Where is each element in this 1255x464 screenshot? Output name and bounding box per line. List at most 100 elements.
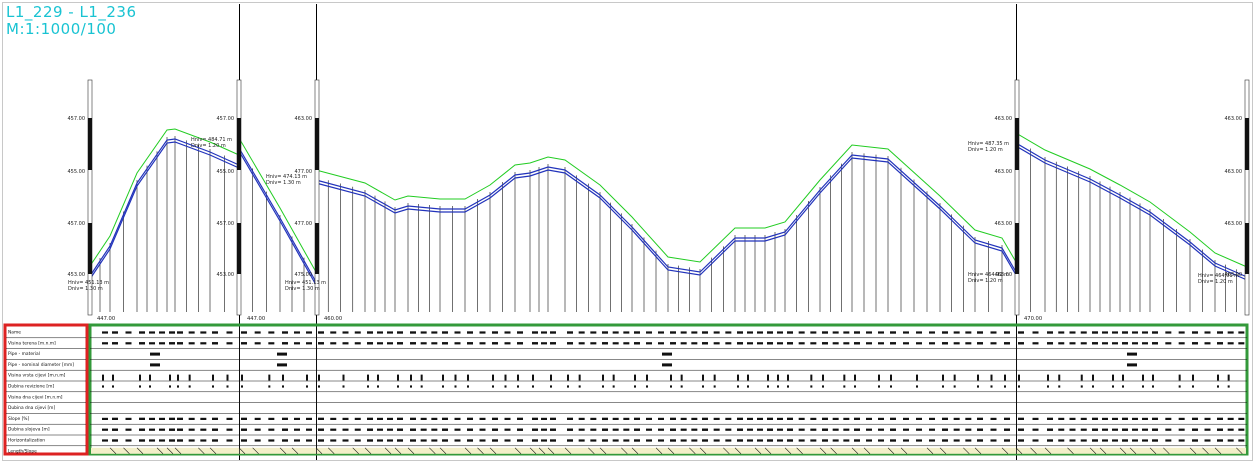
table-cell-mark	[112, 417, 118, 420]
table-cell-mark	[550, 342, 556, 345]
slope-hatch	[352, 447, 359, 455]
scale-bar	[314, 79, 320, 316]
table-cell-mark	[1004, 439, 1010, 442]
table-cell-mark	[990, 385, 993, 388]
table-cell-mark	[822, 428, 828, 431]
table-cell-mark	[1069, 331, 1076, 334]
table-cell-mark	[866, 417, 872, 420]
table-cell-mark	[646, 374, 648, 381]
table-cell-mark	[929, 331, 935, 334]
table-cell-mark	[1092, 385, 1094, 388]
table-cell-mark	[1227, 385, 1230, 388]
table-cell-mark	[532, 439, 538, 442]
table-cell-mark	[1178, 342, 1185, 345]
terrain-line	[315, 144, 1017, 263]
table-cell-mark	[159, 428, 165, 431]
table-data-panel[interactable]	[88, 323, 1249, 456]
row-label: Name	[8, 330, 21, 336]
table-cell-mark	[410, 439, 416, 442]
table-cell-mark	[212, 417, 218, 420]
table-cell-mark	[467, 428, 473, 431]
table-cell-mark	[578, 374, 581, 381]
table-cell-mark	[139, 417, 145, 420]
table-cell-mark	[410, 331, 416, 334]
table-cell-mark	[377, 374, 379, 381]
slope-hatch	[1015, 447, 1023, 455]
table-cell-mark	[1058, 385, 1061, 388]
diameter-mark	[150, 363, 160, 367]
row-label: Visina dna cijevi [m.n.m]	[8, 394, 63, 400]
table-cell-mark	[177, 417, 183, 420]
table-cell-mark	[1004, 417, 1010, 420]
table-cell-mark	[854, 417, 860, 420]
level-annotation: Dniv= 1.20 m	[191, 143, 226, 149]
table-cell-mark	[854, 331, 860, 334]
slope-hatch	[291, 447, 299, 455]
table-cell-mark	[431, 417, 438, 420]
scale-label: 453.00	[68, 272, 86, 278]
table-cell-mark	[680, 439, 687, 442]
slope-hatch	[489, 447, 497, 455]
table-cell-mark	[810, 428, 817, 431]
scale-label: 463.00	[995, 221, 1013, 227]
table-cell-mark	[1204, 342, 1211, 345]
table-cell-mark	[139, 374, 141, 381]
table-cell-mark	[747, 374, 749, 381]
table-cell-mark	[241, 417, 247, 420]
table-cell-mark	[965, 428, 972, 431]
table-cell-mark	[658, 439, 664, 442]
table-cell-mark	[226, 439, 233, 442]
table-cell-mark	[646, 417, 652, 420]
table-cell-mark	[306, 385, 308, 388]
table-cell-mark	[1122, 342, 1128, 345]
table-cell-mark	[1192, 428, 1198, 431]
table-cell-mark	[454, 428, 461, 431]
table-cell-mark	[454, 417, 461, 420]
table-cell-mark	[670, 331, 676, 334]
table-cell-mark	[646, 439, 652, 442]
table-cell-mark	[1069, 417, 1076, 420]
table-cell-mark	[410, 417, 416, 420]
table-cell-mark	[757, 417, 763, 420]
table-cell-mark	[282, 374, 284, 381]
table-cell-mark	[602, 428, 608, 431]
table-row-labels: Name Visina terena [m.n.m] Pipe - materi…	[8, 330, 74, 455]
table-cell-mark	[713, 385, 716, 388]
table-cell-mark	[680, 374, 683, 381]
table-cell-mark	[567, 331, 573, 334]
table-cell-mark	[953, 374, 956, 381]
table-cell-mark	[658, 417, 664, 420]
table-cell-mark	[1192, 331, 1198, 334]
table-cell-mark	[517, 331, 523, 334]
table-cell-mark	[1047, 428, 1053, 431]
table-cell-mark	[467, 374, 469, 381]
table-cell-mark	[1018, 439, 1024, 442]
table-cell-mark	[878, 385, 880, 388]
slope-hatch	[655, 447, 663, 455]
table-cell-mark	[854, 428, 860, 431]
table-cell-mark	[188, 417, 195, 420]
table-cell-mark	[532, 417, 538, 420]
table-cell-mark	[602, 417, 608, 420]
level-annotation: Dniv= 1.30 m	[285, 286, 320, 292]
table-cell-mark	[866, 331, 872, 334]
table-cell-mark	[1192, 374, 1194, 381]
table-cell-mark	[646, 385, 648, 388]
table-cell-mark	[149, 439, 155, 442]
table-cell-mark	[691, 331, 698, 334]
table-cell-mark	[318, 385, 320, 388]
table-cell-mark	[787, 417, 793, 420]
table-cell-mark	[294, 428, 300, 431]
table-cell-mark	[454, 331, 461, 334]
table-cell-mark	[367, 417, 373, 420]
table-cell-mark	[517, 385, 519, 388]
table-cell-mark	[942, 439, 948, 442]
scale-bar	[236, 79, 242, 316]
table-cell-mark	[442, 439, 448, 442]
table-cell-mark	[112, 374, 114, 381]
table-cell-mark	[725, 428, 732, 431]
table-cell-mark	[977, 385, 979, 388]
table-row-labels-panel[interactable]	[3, 323, 89, 456]
table-cell-mark	[169, 385, 171, 388]
